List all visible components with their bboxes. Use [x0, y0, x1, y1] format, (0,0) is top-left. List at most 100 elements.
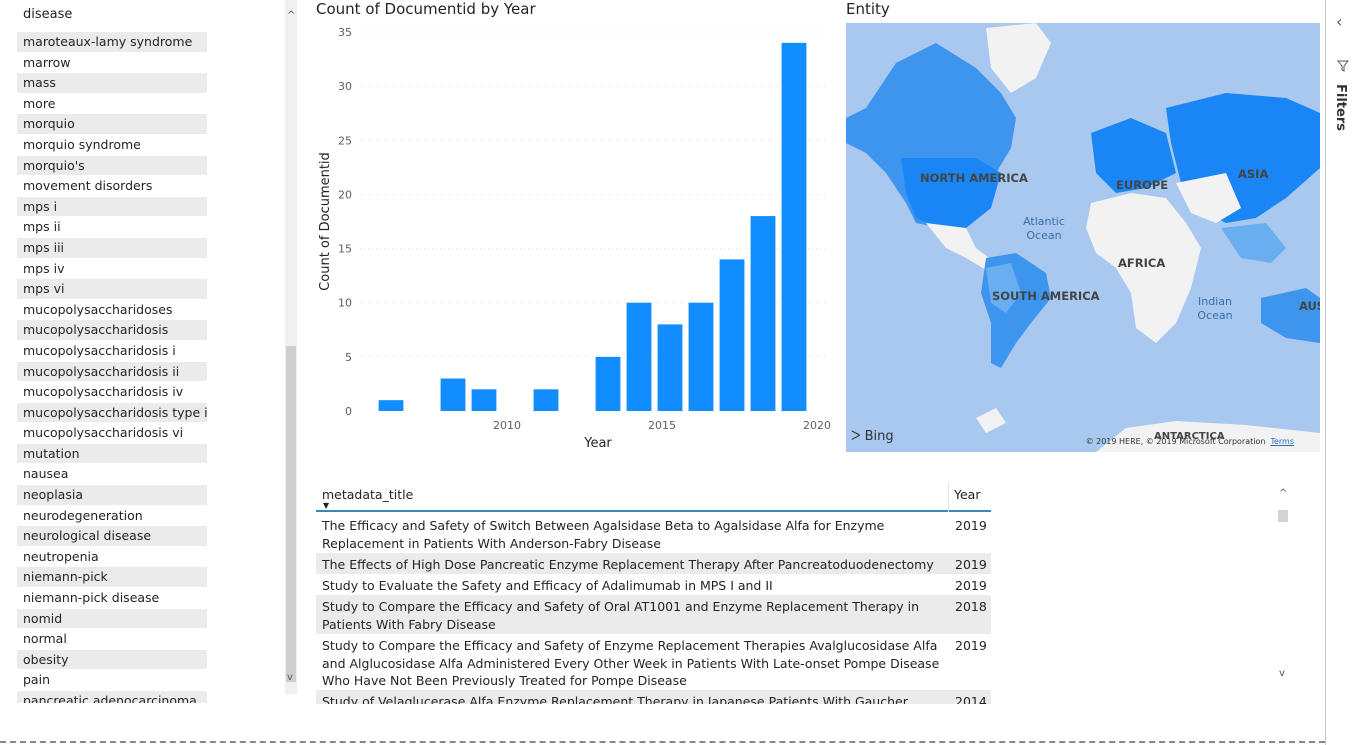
scroll-down-icon[interactable]: v	[287, 672, 293, 683]
map-label-europe: EUROPE	[1116, 178, 1169, 192]
cell-year: 2018	[955, 599, 987, 614]
map-label-antarctica: ANTARCTICA	[1154, 431, 1225, 442]
copyright-text: © 2019 HERE, © 2019 Microsoft Corporatio…	[1085, 437, 1266, 446]
slicer-item[interactable]: morquio	[17, 113, 207, 134]
world-map[interactable]: NORTH AMERICA EUROPE ASIA AFRICA SOUTH A…	[846, 23, 1320, 452]
cell-year: 2019	[955, 557, 987, 572]
slicer-scroll-thumb[interactable]	[286, 346, 296, 682]
slicer-item[interactable]: obesity	[17, 648, 207, 670]
column-header-year[interactable]: Year	[954, 487, 981, 502]
sort-descending-icon[interactable]: ▼	[323, 501, 330, 510]
slicer-item[interactable]: neutropenia	[17, 545, 207, 567]
table-row[interactable]: The Effects of High Dose Pancreatic Enzy…	[316, 553, 991, 574]
title-table: metadata_title ▼ Year The Efficacy and S…	[316, 482, 991, 704]
slicer-item[interactable]: maroteaux-lamy syndrome	[17, 31, 207, 52]
bar-2016	[688, 302, 714, 411]
slicer-item[interactable]: mucopolysaccharidoses	[17, 298, 207, 320]
y-tick-label: 25	[338, 134, 352, 147]
slicer-item[interactable]: pain	[17, 669, 207, 690]
table-scroll-up-icon[interactable]: ^	[1279, 488, 1288, 499]
slicer-item[interactable]: mucopolysaccharidosis i	[17, 339, 207, 361]
africa-shape	[1086, 193, 1201, 343]
map-label-africa: AFRICA	[1118, 256, 1166, 270]
bar-2015	[657, 324, 683, 411]
slicer-item[interactable]: nausea	[17, 463, 207, 484]
x-axis-label: Year	[583, 436, 612, 451]
europe-shape	[1091, 118, 1176, 193]
slicer-item[interactable]: neurological disease	[17, 525, 207, 546]
bar-2006	[378, 400, 404, 411]
slicer-item[interactable]: mucopolysaccharidosis ii	[17, 360, 207, 382]
south-america-inner-shape	[986, 263, 1021, 313]
bar-2008	[440, 378, 466, 411]
slicer-header[interactable]: disease	[17, 0, 207, 32]
slicer-item[interactable]: niemann-pick	[17, 566, 207, 588]
table-row[interactable]: The Efficacy and Safety of Switch Betwee…	[316, 514, 991, 553]
column-header-title[interactable]: metadata_title	[322, 487, 414, 502]
slicer-scrollbar[interactable]	[285, 0, 297, 694]
slicer-item[interactable]: nomid	[17, 607, 207, 629]
bar-2009	[471, 389, 497, 411]
table-row[interactable]: Study to Evaluate the Safety and Efficac…	[316, 574, 991, 595]
table-scroll-thumb[interactable]	[1278, 510, 1288, 522]
map-copyright: © 2019 HERE, © 2019 Microsoft Corporatio…	[1086, 437, 1294, 446]
chevron-left-icon[interactable]: ‹	[1336, 12, 1343, 31]
middle-east-shape	[1176, 173, 1241, 223]
bar-2017	[719, 259, 745, 411]
filters-label[interactable]: Filters	[1333, 84, 1348, 131]
table-scroll-down-icon[interactable]: v	[1279, 668, 1285, 679]
greenland-shape	[986, 23, 1051, 93]
scroll-up-icon[interactable]: ^	[287, 10, 296, 21]
slicer-item[interactable]: more	[17, 92, 207, 114]
table-header: metadata_title ▼ Year	[316, 482, 991, 512]
slicer-item[interactable]: mps iii	[17, 236, 207, 258]
y-axis-label: Count of Documentid	[318, 152, 333, 291]
slicer-item[interactable]: mps vi	[17, 278, 207, 299]
island-shape	[976, 408, 1006, 433]
slicer-item[interactable]: mucopolysaccharidosis type i	[17, 401, 207, 423]
cell-title: Study of Velaglucerase Alfa Enzyme Repla…	[322, 694, 908, 704]
slicer-item[interactable]: mucopolysaccharidosis vi	[17, 422, 207, 443]
bar-2011	[533, 389, 559, 411]
y-tick-label: 20	[338, 188, 352, 201]
filters-pane[interactable]	[1325, 0, 1358, 745]
map-label-north-america: NORTH AMERICA	[920, 171, 1028, 185]
slicer-item[interactable]: mps i	[17, 195, 207, 217]
column-divider	[948, 482, 949, 512]
bar-2013	[595, 356, 621, 411]
map-label-asia: ASIA	[1238, 167, 1269, 181]
slicer-item[interactable]: normal	[17, 628, 207, 649]
slicer-item[interactable]: neurodegeneration	[17, 504, 207, 526]
slicer-item[interactable]: mucopolysaccharidosis	[17, 319, 207, 340]
filter-icon[interactable]	[1337, 60, 1349, 72]
chart-title: Count of Documentid by Year	[316, 0, 536, 18]
table-row[interactable]: Study to Compare the Efficacy and Safety…	[316, 595, 991, 634]
map-title: Entity	[846, 0, 890, 18]
cell-title: Study to Evaluate the Safety and Efficac…	[322, 578, 773, 593]
slicer-item[interactable]: morquio's	[17, 154, 207, 176]
cell-year: 2019	[955, 638, 987, 653]
bar-2019	[781, 42, 807, 411]
bar-2018	[750, 216, 776, 411]
slicer-item[interactable]: pancreatic adenocarcinoma	[17, 690, 207, 703]
slicer-item[interactable]: neoplasia	[17, 484, 207, 505]
antarctica-shape	[1096, 421, 1320, 452]
table-row[interactable]: Study to Compare the Efficacy and Safety…	[316, 634, 991, 690]
table-row[interactable]: Study of Velaglucerase Alfa Enzyme Repla…	[316, 690, 991, 704]
table-scrollbar[interactable]: ^ v	[1277, 482, 1289, 692]
cell-year: 2014	[955, 694, 987, 704]
slicer-item[interactable]: niemann-pick disease	[17, 587, 207, 608]
slicer-item[interactable]: mutation	[17, 442, 207, 464]
terms-link[interactable]: Terms	[1270, 437, 1294, 446]
slicer-item[interactable]: movement disorders	[17, 175, 207, 196]
cell-title: The Efficacy and Safety of Switch Betwee…	[322, 518, 885, 551]
slicer-item[interactable]: morquio syndrome	[17, 133, 207, 155]
slicer-item[interactable]: mps iv	[17, 257, 207, 279]
slicer-item[interactable]: mucopolysaccharidosis iv	[17, 381, 207, 402]
cell-year: 2019	[955, 518, 987, 533]
slicer-item[interactable]: mps ii	[17, 216, 207, 237]
slicer-item[interactable]: marrow	[17, 51, 207, 73]
slicer-item[interactable]: mass	[17, 72, 207, 93]
bing-icon: ᐳ	[851, 429, 861, 444]
